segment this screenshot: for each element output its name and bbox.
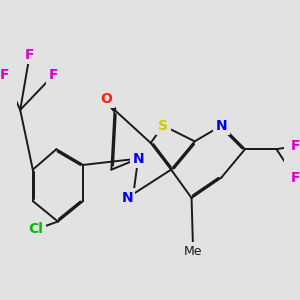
Text: Cl: Cl	[28, 222, 44, 236]
Text: F: F	[25, 48, 34, 62]
Text: O: O	[101, 92, 112, 106]
Text: F: F	[290, 139, 300, 153]
Text: Me: Me	[184, 245, 203, 258]
Text: F: F	[290, 170, 300, 184]
Text: F: F	[49, 68, 58, 82]
Text: N: N	[121, 191, 133, 205]
Text: N: N	[216, 118, 227, 133]
Text: F: F	[0, 68, 9, 82]
Text: S: S	[158, 118, 168, 133]
Text: N: N	[132, 152, 144, 166]
